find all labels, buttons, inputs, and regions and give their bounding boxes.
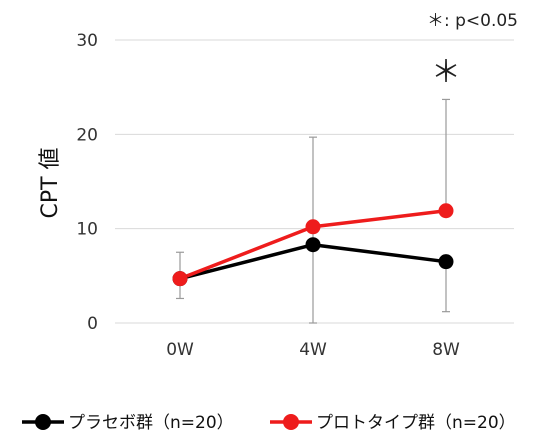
legend-marker <box>283 414 299 430</box>
legend-label: プラセボ群（n=20） <box>68 413 234 433</box>
y-tick-label: 20 <box>76 125 98 145</box>
y-tick-label: 30 <box>76 31 98 51</box>
y-tick-label: 10 <box>76 220 98 240</box>
y-axis-label: CPT 値 <box>38 147 63 218</box>
y-tick-label: 0 <box>87 314 98 334</box>
y-tick-labels: 0 10 20 30 <box>76 31 98 334</box>
data-point <box>172 271 188 287</box>
legend-marker <box>35 414 51 430</box>
series-points <box>172 203 454 287</box>
x-tick-label: 4W <box>299 340 327 360</box>
error-bars <box>176 98 450 324</box>
legend: プラセボ群（n=20） プロトタイプ群（n=20） <box>22 413 516 433</box>
significance-note: ＊: p<0.05 <box>427 11 518 31</box>
x-tick-labels: 0W 4W 8W <box>166 340 460 360</box>
data-point <box>438 254 454 270</box>
x-tick-label: 8W <box>432 340 460 360</box>
x-tick-label: 0W <box>166 340 194 360</box>
data-point <box>305 219 321 235</box>
legend-label: プロトタイプ群（n=20） <box>316 413 516 433</box>
data-point <box>305 237 321 253</box>
data-point <box>438 203 454 219</box>
significance-marker: ＊ <box>431 55 461 90</box>
